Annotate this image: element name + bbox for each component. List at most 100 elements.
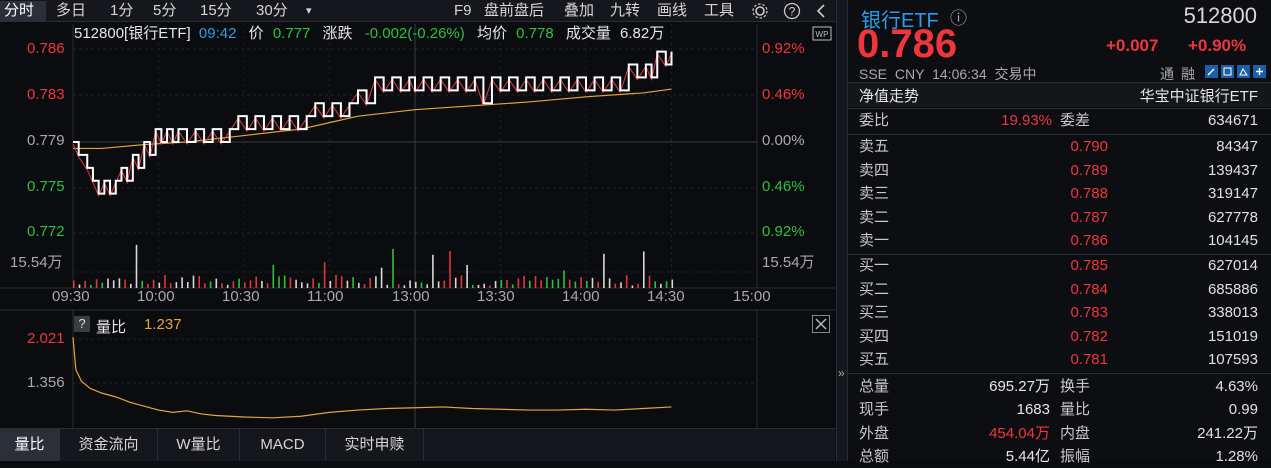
- tab-30min[interactable]: 30分: [256, 2, 288, 19]
- ask-row[interactable]: 卖三 0.788 319147: [848, 183, 1271, 205]
- ask-label: 卖三: [859, 185, 890, 203]
- margin-tong: 通: [1160, 66, 1174, 82]
- volume-bar: [164, 274, 166, 288]
- volume-bar: [209, 281, 212, 288]
- volume-bar: [295, 279, 297, 288]
- volume-bar: [409, 280, 411, 288]
- volume-bar: [443, 280, 446, 288]
- tab-macd[interactable]: MACD: [240, 429, 326, 461]
- price-tick: 0.779: [27, 132, 65, 149]
- price-tick: 0.775: [27, 178, 65, 195]
- f9-button[interactable]: F9: [454, 2, 472, 19]
- stat-label: 外盘: [859, 424, 890, 442]
- tab-intraday[interactable]: 分时: [0, 1, 46, 21]
- sub-help-button[interactable]: ?: [74, 316, 90, 332]
- time-tick: 10:00: [137, 288, 175, 305]
- stat-value: 454.04万: [989, 424, 1050, 442]
- volume-bar: [580, 277, 582, 288]
- tracked-index: 华宝中证银行ETF: [1139, 88, 1258, 105]
- volume-bar: [358, 282, 360, 288]
- ask-row[interactable]: 卖二 0.787 627778: [848, 207, 1271, 229]
- tab-volume-ratio[interactable]: 量比: [0, 429, 60, 461]
- ask-label: 卖四: [859, 161, 890, 179]
- volume-bar: [272, 264, 275, 288]
- bid-price: 0.784: [1070, 280, 1108, 298]
- draw-line-button[interactable]: 画线: [657, 2, 688, 19]
- pre-post-market-button[interactable]: 盘前盘后: [484, 2, 545, 19]
- stat-row: 总量 695.27万 换手 4.63%: [848, 376, 1271, 398]
- info-icon[interactable]: ⓘ: [950, 9, 967, 28]
- volume-bar: [118, 278, 121, 288]
- volume-bar: [221, 283, 223, 288]
- more-periods-dropdown[interactable]: ▾: [306, 5, 312, 17]
- bid-label: 买三: [859, 304, 890, 322]
- overlay-button[interactable]: 叠加: [564, 2, 595, 19]
- nine-turn-button[interactable]: 九转: [610, 2, 641, 19]
- tab-w-volume-ratio[interactable]: W量比: [158, 429, 240, 461]
- bid-price: 0.781: [1070, 351, 1108, 369]
- stat-value: 695.27万: [989, 378, 1050, 395]
- stat-label: 总额: [859, 448, 890, 466]
- avg-value: 0.778: [516, 25, 554, 42]
- volume-bar: [226, 284, 229, 288]
- instrument-name: 银行ETF: [861, 10, 939, 32]
- tab-15min[interactable]: 15分: [200, 2, 232, 19]
- bid-volume: 338013: [1207, 304, 1258, 322]
- ask-row[interactable]: 卖一 0.786 104145: [848, 230, 1271, 252]
- wp-icon[interactable]: WP: [812, 26, 832, 42]
- tools-button[interactable]: 工具: [704, 2, 735, 19]
- volume-bar: [175, 282, 178, 288]
- stat-label: 现手: [859, 401, 890, 419]
- nav-trend-link[interactable]: 净值走势: [859, 88, 920, 105]
- ask-row[interactable]: 卖五 0.790 84347: [848, 136, 1271, 158]
- volume-bar: [204, 283, 206, 288]
- chevron-left-icon[interactable]: [814, 3, 828, 19]
- bid-row[interactable]: 买二 0.784 685886: [848, 279, 1271, 301]
- gear-icon[interactable]: [751, 2, 769, 20]
- volume-bar: [238, 278, 240, 288]
- tab-5min[interactable]: 5分: [153, 2, 177, 19]
- volume-bar: [130, 283, 132, 288]
- time-tick: 14:30: [647, 288, 685, 305]
- volume-bar: [574, 281, 577, 288]
- bid-row[interactable]: 买一 0.785 627014: [848, 255, 1271, 277]
- volume-bar: [506, 279, 508, 288]
- quote-panel: 银行ETF ⓘ 512800 0.786 +0.007 +0.90% SSE C…: [847, 0, 1271, 465]
- panel-divider[interactable]: »: [836, 0, 847, 461]
- toolbar: 分时 多日 1分 5分 15分 30分 ▾ F9 盘前盘后 叠加 九转 画线 工…: [0, 0, 835, 22]
- time-tick: 13:00: [392, 288, 430, 305]
- volume-bar: [603, 253, 605, 288]
- bid-row[interactable]: 买四 0.782 151019: [848, 326, 1271, 348]
- ratio-tick-top: 2.021: [27, 330, 65, 347]
- intraday-chart[interactable]: [0, 22, 835, 428]
- volume-bar: [158, 282, 161, 288]
- stat-value: 241.22万: [1197, 424, 1258, 442]
- price-tick: 0.786: [27, 40, 65, 57]
- volume-bar: [73, 280, 75, 288]
- ask-row[interactable]: 卖四 0.789 139437: [848, 160, 1271, 182]
- bid-label: 买四: [859, 327, 890, 345]
- bid-row[interactable]: 买五 0.781 107593: [848, 349, 1271, 371]
- ask-label: 卖一: [859, 232, 890, 250]
- bid-label: 买一: [859, 257, 890, 274]
- bid-price: 0.785: [1070, 257, 1108, 274]
- tab-multi-day[interactable]: 多日: [56, 2, 87, 19]
- volume-bar: [665, 281, 668, 288]
- bid-row[interactable]: 买三 0.783 338013: [848, 302, 1271, 324]
- volume-bar: [335, 274, 337, 288]
- help-icon[interactable]: ?: [783, 2, 801, 20]
- collapse-handle[interactable]: »: [838, 366, 845, 380]
- change-label: 涨跌: [322, 25, 353, 42]
- tab-fund-flow[interactable]: 资金流向: [60, 429, 158, 461]
- volume-bar: [141, 280, 143, 288]
- trading-status: 交易中: [994, 66, 1037, 82]
- volume-bar: [397, 284, 400, 288]
- panel-tool-icons[interactable]: [1205, 65, 1267, 79]
- nav-row[interactable]: 净值走势 华宝中证银行ETF: [848, 83, 1271, 107]
- close-icon[interactable]: [812, 315, 830, 333]
- ask-volume: 104145: [1207, 232, 1258, 250]
- tab-1min[interactable]: 1分: [110, 2, 134, 19]
- volume-bar: [608, 278, 611, 288]
- tab-realtime-subscription[interactable]: 实时申赎: [326, 429, 424, 461]
- volume-bar: [375, 276, 377, 288]
